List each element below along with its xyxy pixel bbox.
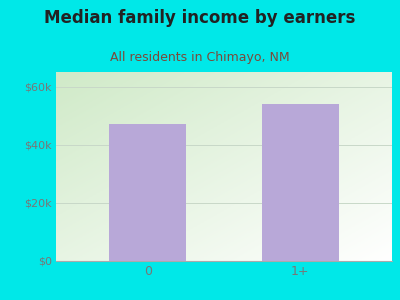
Bar (110, 124, 186, 261)
Bar (262, 104, 338, 261)
Text: Median family income by earners: Median family income by earners (44, 9, 356, 27)
Text: All residents in Chimayo, NM: All residents in Chimayo, NM (110, 51, 290, 64)
